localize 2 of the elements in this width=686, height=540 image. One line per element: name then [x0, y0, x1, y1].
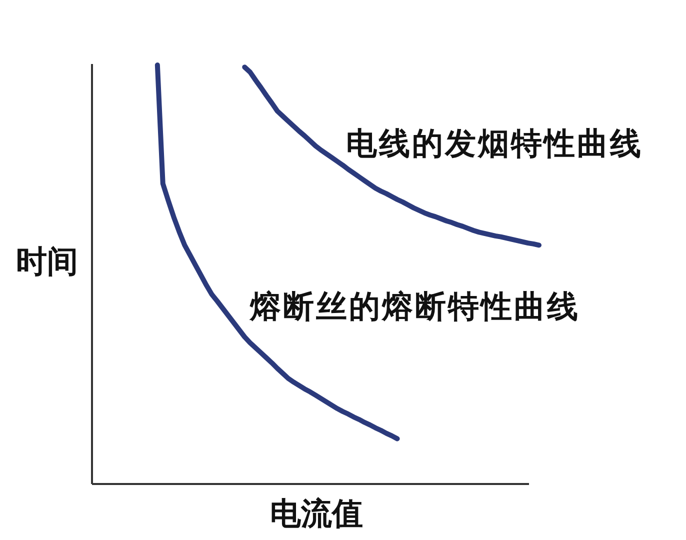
ylabel: 时间: [16, 244, 78, 279]
xlabel: 电流值: [270, 496, 363, 531]
